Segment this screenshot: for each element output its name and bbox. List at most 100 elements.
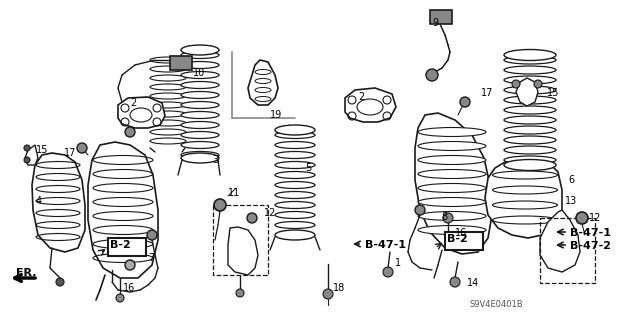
Text: 10: 10: [193, 68, 205, 78]
Circle shape: [247, 213, 257, 223]
Text: 3: 3: [212, 155, 218, 165]
Ellipse shape: [181, 142, 219, 149]
Circle shape: [512, 80, 520, 88]
Ellipse shape: [504, 126, 556, 134]
Text: 11: 11: [228, 188, 240, 198]
Ellipse shape: [504, 86, 556, 94]
Ellipse shape: [493, 201, 557, 209]
Circle shape: [125, 260, 135, 270]
Ellipse shape: [181, 81, 219, 88]
Ellipse shape: [275, 172, 315, 179]
Ellipse shape: [504, 106, 556, 114]
Text: 16: 16: [123, 283, 135, 293]
Ellipse shape: [181, 101, 219, 108]
Circle shape: [534, 80, 542, 88]
Ellipse shape: [275, 182, 315, 189]
Text: 17: 17: [481, 88, 493, 98]
Ellipse shape: [418, 226, 486, 234]
Ellipse shape: [275, 221, 315, 228]
Ellipse shape: [150, 84, 186, 90]
Ellipse shape: [181, 153, 219, 163]
Polygon shape: [345, 88, 396, 122]
Bar: [213, 205, 268, 275]
Ellipse shape: [181, 71, 219, 78]
Text: B-2: B-2: [447, 234, 468, 244]
Ellipse shape: [418, 211, 486, 220]
Ellipse shape: [504, 160, 556, 170]
Ellipse shape: [181, 45, 219, 55]
Circle shape: [214, 199, 226, 211]
Text: 8: 8: [441, 212, 447, 222]
Circle shape: [323, 289, 333, 299]
Text: 2: 2: [358, 92, 364, 102]
Ellipse shape: [418, 128, 486, 137]
Ellipse shape: [418, 169, 486, 179]
Circle shape: [125, 127, 135, 137]
Ellipse shape: [504, 156, 556, 164]
Ellipse shape: [504, 96, 556, 104]
Text: 2: 2: [130, 98, 136, 108]
Circle shape: [236, 289, 244, 297]
Text: 15: 15: [547, 88, 559, 98]
Ellipse shape: [357, 99, 383, 115]
Bar: [108, 238, 146, 256]
Ellipse shape: [181, 92, 219, 99]
Polygon shape: [248, 60, 278, 105]
Bar: [170, 56, 192, 70]
Text: 12: 12: [264, 208, 276, 218]
Ellipse shape: [181, 131, 219, 138]
Circle shape: [147, 230, 157, 240]
Text: 13: 13: [565, 196, 577, 206]
Ellipse shape: [181, 62, 219, 69]
Ellipse shape: [150, 102, 186, 108]
Ellipse shape: [504, 66, 556, 74]
Polygon shape: [485, 158, 562, 238]
Ellipse shape: [275, 152, 315, 159]
Circle shape: [116, 294, 124, 302]
Text: 6: 6: [568, 175, 574, 185]
Ellipse shape: [181, 122, 219, 129]
Ellipse shape: [275, 202, 315, 209]
Ellipse shape: [504, 56, 556, 64]
Ellipse shape: [255, 87, 271, 93]
Ellipse shape: [504, 76, 556, 84]
Ellipse shape: [418, 197, 486, 206]
Text: 4: 4: [36, 196, 42, 206]
Ellipse shape: [150, 93, 186, 99]
Ellipse shape: [181, 152, 219, 159]
Text: 14: 14: [467, 278, 479, 288]
Circle shape: [24, 145, 30, 151]
Ellipse shape: [130, 108, 152, 122]
Polygon shape: [32, 153, 85, 252]
Ellipse shape: [418, 142, 486, 151]
Ellipse shape: [493, 186, 557, 194]
Bar: [430, 10, 452, 24]
Ellipse shape: [275, 230, 315, 240]
Ellipse shape: [504, 136, 556, 144]
Circle shape: [415, 205, 425, 215]
Text: S9V4E0401B: S9V4E0401B: [470, 300, 524, 309]
Ellipse shape: [150, 120, 186, 126]
Ellipse shape: [255, 70, 271, 75]
Ellipse shape: [493, 171, 557, 179]
Polygon shape: [118, 97, 165, 128]
Text: 19: 19: [270, 110, 282, 120]
Polygon shape: [540, 210, 580, 272]
Circle shape: [56, 278, 64, 286]
Ellipse shape: [150, 75, 186, 81]
Ellipse shape: [504, 49, 556, 61]
Ellipse shape: [150, 111, 186, 117]
Ellipse shape: [275, 161, 315, 168]
Text: 7: 7: [148, 253, 154, 263]
Ellipse shape: [493, 216, 557, 224]
Ellipse shape: [275, 131, 315, 138]
Polygon shape: [516, 78, 538, 106]
Text: 1: 1: [395, 258, 401, 268]
Circle shape: [450, 277, 460, 287]
Text: 15: 15: [36, 145, 49, 155]
Text: 12: 12: [589, 213, 602, 223]
Ellipse shape: [150, 129, 186, 135]
Polygon shape: [228, 227, 258, 275]
Circle shape: [460, 97, 470, 107]
Text: FR.: FR.: [16, 268, 36, 278]
